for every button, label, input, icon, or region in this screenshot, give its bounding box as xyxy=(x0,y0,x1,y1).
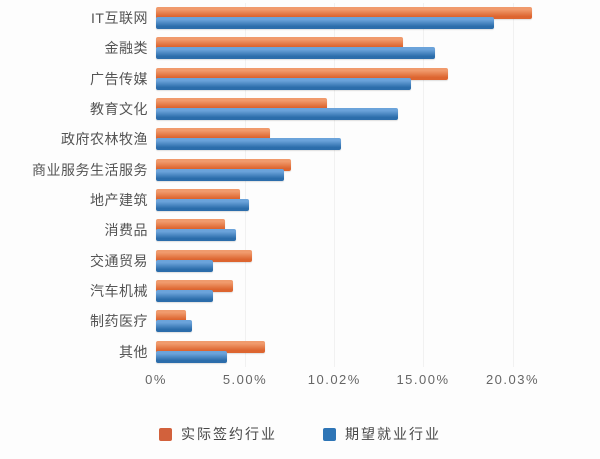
bar-group xyxy=(156,246,600,276)
x-tick-label: 20.03% xyxy=(485,372,540,387)
chart-row: 汽车机械 xyxy=(0,276,600,306)
x-tick-label: 10.02% xyxy=(307,372,361,387)
category-label: 商业服务生活服务 xyxy=(32,161,148,178)
bar-expected xyxy=(156,229,237,242)
bar-expected xyxy=(156,138,342,151)
bar-expected xyxy=(156,350,228,363)
bar-expected xyxy=(156,168,285,181)
bar-actual xyxy=(156,310,187,323)
x-tick-label: 5.00% xyxy=(222,372,268,387)
category-label: 汽车机械 xyxy=(90,283,148,300)
bar-actual xyxy=(156,189,240,202)
bar-expected xyxy=(156,108,398,121)
category-label: 政府农林牧渔 xyxy=(61,131,148,148)
category-label: 教育文化 xyxy=(90,101,148,118)
bar-actual xyxy=(156,158,292,171)
bar-group xyxy=(156,155,600,185)
bar-group xyxy=(156,94,600,124)
bar-expected xyxy=(156,290,213,303)
category-label: 地产建筑 xyxy=(90,192,148,209)
bar-group xyxy=(156,306,600,336)
chart-row: 商业服务生活服务 xyxy=(0,155,600,185)
chart-row: 消费品 xyxy=(0,215,600,245)
bar-expected xyxy=(156,259,213,272)
chart-row: 交通贸易 xyxy=(0,246,600,276)
chart-row: IT互联网 xyxy=(0,3,600,33)
category-label: 广告传媒 xyxy=(90,70,148,87)
bar-actual xyxy=(156,128,270,141)
x-tick-label: 15.00% xyxy=(396,372,450,387)
bar-group xyxy=(156,33,600,63)
bar-group xyxy=(156,3,600,33)
bar-actual xyxy=(156,340,265,353)
bar-actual xyxy=(156,37,404,50)
chart-row: 广告传媒 xyxy=(0,64,600,94)
category-label: 交通贸易 xyxy=(90,252,148,269)
bar-expected xyxy=(156,77,411,90)
chart-row: 其他 xyxy=(0,337,600,367)
chart-row: 制药医疗 xyxy=(0,306,600,336)
bar-expected xyxy=(156,320,192,333)
bar-actual xyxy=(156,67,448,80)
x-tick-label: 0% xyxy=(145,372,167,387)
chart-row: 地产建筑 xyxy=(0,185,600,215)
chart-row: 政府农林牧渔 xyxy=(0,124,600,154)
bar-group xyxy=(156,64,600,94)
category-label: 消费品 xyxy=(104,222,148,239)
bar-actual xyxy=(156,280,233,293)
legend-label-expected: 期望就业行业 xyxy=(345,426,441,442)
bar-group xyxy=(156,185,600,215)
category-label: 制药医疗 xyxy=(90,313,148,330)
chart-row: 教育文化 xyxy=(0,94,600,124)
legend: 实际签约行业 期望就业行业 xyxy=(0,424,600,444)
category-label: IT互联网 xyxy=(91,10,148,27)
bar-actual xyxy=(156,249,253,262)
bar-group xyxy=(156,124,600,154)
plot-area: IT互联网金融类广告传媒教育文化政府农林牧渔商业服务生活服务地产建筑消费品交通贸… xyxy=(0,3,600,367)
category-label: 金融类 xyxy=(104,40,148,57)
x-axis: 0% 5.00% 10.02% 15.00% 20.03% xyxy=(145,372,560,390)
bar-actual xyxy=(156,219,226,232)
bar-expected xyxy=(156,199,249,212)
legend-label-actual: 实际签约行业 xyxy=(181,426,277,442)
legend-swatch-expected xyxy=(323,427,336,441)
chart-row: 金融类 xyxy=(0,33,600,63)
bar-actual xyxy=(156,7,532,20)
category-label: 其他 xyxy=(119,343,148,360)
legend-item-expected: 期望就业行业 xyxy=(323,424,441,444)
bar-expected xyxy=(156,17,495,30)
bar-group xyxy=(156,276,600,306)
bar-group xyxy=(156,337,600,367)
legend-item-actual: 实际签约行业 xyxy=(159,424,277,444)
legend-swatch-actual xyxy=(159,427,172,441)
bar-group xyxy=(156,215,600,245)
bar-expected xyxy=(156,47,436,60)
bar-actual xyxy=(156,98,327,111)
